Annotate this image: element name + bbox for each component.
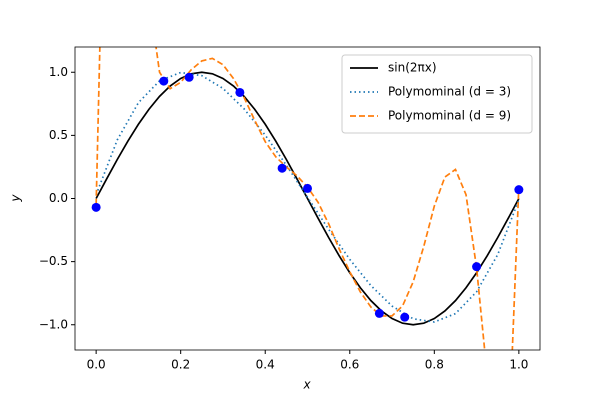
x-tick-label: 0.8	[425, 358, 444, 372]
x-tick-label: 0.6	[340, 358, 359, 372]
data-point	[277, 163, 287, 173]
data-point	[91, 202, 101, 212]
data-point	[303, 183, 312, 193]
legend-box	[341, 54, 533, 134]
x-tick-label: 0.0	[87, 358, 106, 372]
data-point	[184, 72, 194, 82]
data-point	[159, 76, 169, 86]
legend-label: sin(2πx)	[388, 61, 437, 75]
y-tick-label: −0.5	[39, 254, 68, 268]
data-point	[472, 262, 482, 272]
legend-label: Polymominal (d = 9)	[388, 109, 511, 123]
data-point	[400, 312, 410, 322]
data-point	[374, 308, 384, 318]
x-tick-label: 1.0	[509, 358, 528, 372]
x-tick-label: 0.4	[256, 358, 275, 372]
y-tick-label: −1.0	[39, 317, 68, 331]
x-axis-label: x	[302, 378, 311, 392]
data-point	[514, 185, 524, 195]
y-axis-label: y	[9, 194, 23, 203]
y-tick-label: 0.5	[49, 128, 68, 142]
legend-label: Polymominal (d = 3)	[388, 85, 511, 99]
y-tick-label: 1.0	[49, 65, 68, 79]
data-point	[235, 87, 245, 97]
y-tick-label: 0.0	[49, 191, 68, 205]
x-tick-label: 0.2	[171, 358, 190, 372]
series-line	[95, 71, 520, 326]
